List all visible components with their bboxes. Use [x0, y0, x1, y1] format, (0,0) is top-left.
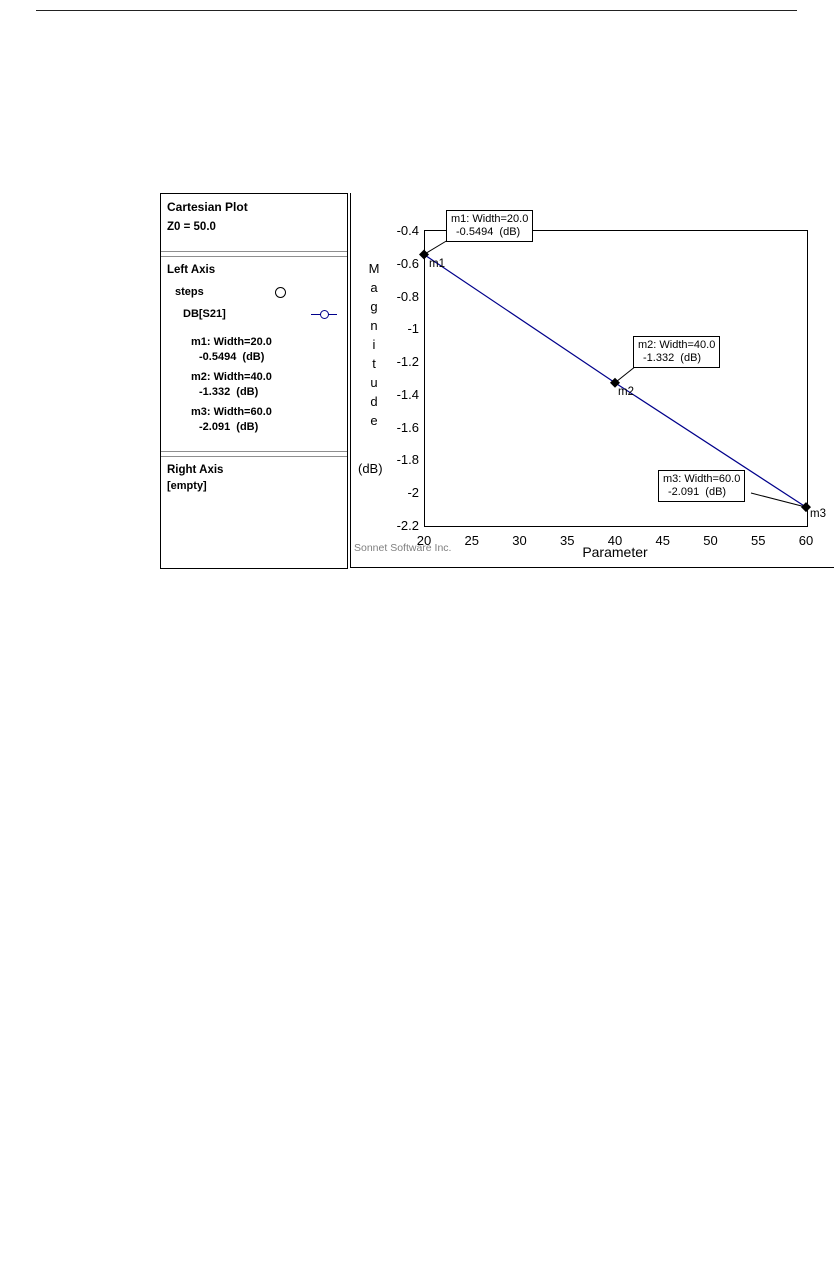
steps-row[interactable]: steps — [175, 286, 341, 300]
callout-value: -0.5494 (dB) — [456, 226, 521, 238]
y-tick-label: -0.4 — [396, 223, 419, 238]
panel-header: Cartesian Plot Z0 = 50.0 — [161, 194, 347, 251]
x-tick-label: 50 — [703, 533, 718, 548]
marker-name-label: m2: Width=40.0 — [191, 371, 272, 383]
x-tick-label: 20 — [416, 533, 432, 548]
marker-point-label: m1 — [429, 258, 445, 270]
y-tick-label: -1.6 — [396, 419, 419, 435]
chart-canvas — [419, 239, 811, 513]
x-tick-label: 60 — [798, 533, 814, 548]
plot-type-label: Cartesian Plot — [167, 200, 248, 214]
series-label[interactable]: DB[S21] — [183, 308, 226, 320]
marker-callout[interactable]: m2: Width=40.0 -1.332 (dB) — [633, 336, 721, 368]
x-tick-label: 25 — [464, 533, 479, 548]
panel-divider — [161, 451, 347, 457]
x-tick-label: 30 — [512, 533, 527, 548]
callout-value: -1.332 (dB) — [643, 352, 702, 364]
chart-area: M a g n i t u d e (dB) Parameter Sonnet … — [350, 193, 834, 568]
y-tick-label: -1.4 — [396, 386, 419, 402]
marker-diamond-icon[interactable] — [610, 377, 620, 388]
right-axis-label: Right Axis — [167, 464, 224, 476]
callout-title: m2: Width=40.0 — [638, 339, 716, 351]
callout-value: -2.091 (dB) — [668, 486, 727, 498]
right-axis-value: [empty] — [167, 480, 207, 492]
callout-leader-line — [750, 492, 807, 508]
marker-entry[interactable]: m1: Width=20.0 -0.5494 (dB) — [167, 335, 341, 365]
callout-leader-line — [423, 239, 449, 255]
y-tick-label: -1.2 — [396, 354, 419, 370]
marker-name-label: m1: Width=20.0 — [191, 336, 272, 348]
series-curve-icon[interactable] — [311, 310, 337, 319]
marker-value-label: -0.5494 (dB) — [199, 351, 265, 363]
legend-circle-icon — [320, 310, 329, 319]
callout-leader-line — [614, 365, 637, 384]
watermark-label: Sonnet Software Inc. — [354, 542, 452, 554]
marker-point-label: m3 — [810, 508, 826, 520]
steps-symbol-icon[interactable] — [275, 287, 286, 298]
z0-label: Z0 = 50.0 — [167, 221, 216, 233]
callout-title: m3: Width=60.0 — [663, 473, 741, 485]
marker-callout[interactable]: m3: Width=60.0 -2.091 (dB) — [658, 470, 746, 502]
panel-divider — [161, 251, 347, 257]
legend-panel: Cartesian Plot Z0 = 50.0 Left Axis steps… — [160, 193, 348, 569]
marker-diamond-icon[interactable] — [801, 502, 811, 513]
x-axis-title: Parameter — [582, 544, 648, 560]
marker-diamond-icon[interactable] — [419, 249, 429, 260]
y-tick-label: -0.8 — [396, 288, 419, 304]
series-row[interactable]: DB[S21] — [183, 308, 341, 322]
plot-box — [424, 230, 808, 527]
y-tick-label: -0.6 — [396, 255, 419, 271]
x-tick-label: 35 — [560, 533, 575, 548]
y-tick-label: -2.2 — [396, 518, 419, 533]
callout-title: m1: Width=20.0 — [451, 213, 529, 225]
marker-point-label: m2 — [618, 386, 634, 398]
marker-list: m1: Width=20.0 -0.5494 (dB) m2: Width=40.0… — [167, 335, 341, 435]
page-top-rule — [36, 10, 797, 11]
left-axis-label: Left Axis — [167, 264, 216, 276]
x-tick-label: 40 — [607, 533, 623, 548]
y-tick-label: -2 — [407, 485, 419, 501]
y-axis-title: M a g n i t u d e — [368, 261, 380, 428]
y-axis-unit: (dB) — [358, 461, 383, 476]
marker-value-label: -2.091 (dB) — [199, 421, 259, 433]
marker-name-label: m3: Width=60.0 — [191, 406, 272, 418]
marker-entry[interactable]: m3: Width=60.0 -2.091 (dB) — [167, 405, 341, 435]
x-tick-label: 55 — [751, 533, 766, 548]
marker-callout[interactable]: m1: Width=20.0 -0.5494 (dB) — [446, 210, 534, 242]
steps-label[interactable]: steps — [175, 286, 204, 298]
y-tick-label: -1.8 — [396, 452, 419, 468]
right-axis-section: Right Axis [empty] — [161, 457, 347, 568]
y-tick-label: -1 — [407, 321, 419, 337]
marker-value-label: -1.332 (dB) — [199, 386, 259, 398]
marker-entry[interactable]: m2: Width=40.0 -1.332 (dB) — [167, 370, 341, 400]
x-tick-label: 45 — [655, 533, 670, 548]
left-axis-section: Left Axis steps DB[S21] m1: Width=20.0 -0… — [161, 257, 347, 451]
